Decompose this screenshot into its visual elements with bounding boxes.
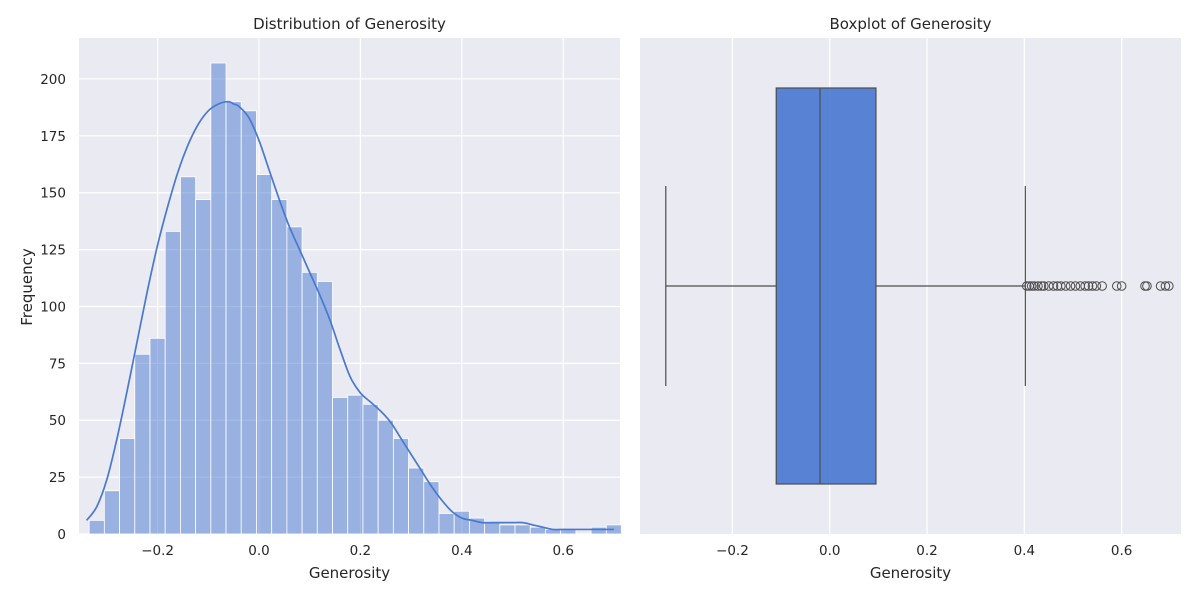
histogram-bar <box>484 522 501 535</box>
histogram-bar <box>408 467 425 535</box>
histogram-bar <box>529 526 546 535</box>
histogram-x-tick-labels: −0.2 0.0 0.2 0.4 0.6 <box>141 543 574 559</box>
histogram-bar <box>256 174 273 535</box>
boxplot-x-tick-label: 0.2 <box>916 543 937 559</box>
histogram-bar <box>225 101 242 535</box>
outlier-point <box>1021 281 1032 291</box>
histogram-x-tick-label: −0.2 <box>141 543 174 559</box>
histogram-y-tick-label: 25 <box>49 470 66 486</box>
histogram-y-tick-label: 100 <box>40 299 66 315</box>
boxplot-x-tick-label: −0.2 <box>716 543 749 559</box>
boxplot-x-axis-label: Generosity <box>870 564 951 582</box>
outlier-point <box>1164 281 1174 291</box>
histogram-panel: −0.2 0.0 0.2 0.4 0.6 0255075100125150175200 … <box>18 15 622 582</box>
histogram-bar <box>499 524 516 535</box>
histogram-y-axis-label: Frequency <box>18 248 36 326</box>
histogram-bar <box>180 176 197 535</box>
histogram-bar <box>164 230 181 535</box>
histogram-y-tick-label: 125 <box>40 243 66 259</box>
boxplot-title: Boxplot of Generosity <box>830 15 992 33</box>
outlier-point <box>1039 281 1049 291</box>
outlier-point <box>1065 281 1076 291</box>
outlier-point <box>1142 281 1152 291</box>
histogram-bar <box>286 226 303 535</box>
outlier-point <box>1111 281 1122 291</box>
boxplot-panel: −0.2 0.0 0.2 0.4 0.6 Boxplot of Generosity G… <box>640 15 1181 582</box>
histogram-y-tick-label: 200 <box>40 72 66 88</box>
outlier-point <box>1097 281 1107 291</box>
histogram-bar <box>301 271 318 535</box>
interquartile-box <box>775 87 877 485</box>
histogram-x-axis-label: Generosity <box>309 564 390 582</box>
outlier-point <box>1036 281 1047 291</box>
histogram-title: Distribution of Generosity <box>253 15 446 33</box>
boxplot-x-tick-label: 0.0 <box>819 543 840 559</box>
outlier-point <box>1029 281 1039 291</box>
histogram-bar <box>240 110 257 535</box>
histogram-x-tick-label: 0.2 <box>350 543 371 559</box>
histogram-y-tick-label: 150 <box>40 186 66 202</box>
outlier-point <box>1160 281 1171 291</box>
outlier-point <box>1056 281 1066 291</box>
histogram-bar <box>149 337 166 535</box>
outlier-point <box>1116 281 1127 291</box>
histogram-bar <box>195 199 212 535</box>
histogram-bar <box>347 394 364 535</box>
histogram-bar <box>377 419 394 535</box>
histogram-y-tick-label: 50 <box>49 413 66 429</box>
outlier-point <box>1091 281 1102 291</box>
outlier-point <box>1026 281 1037 291</box>
outlier-point <box>1060 281 1071 291</box>
histogram-bar <box>362 403 379 535</box>
kde-curve <box>85 100 614 531</box>
histogram-bars <box>88 62 622 535</box>
histogram-bar <box>88 519 105 535</box>
outlier-point <box>1033 281 1043 291</box>
histogram-bar <box>332 397 349 535</box>
outlier-point <box>1048 281 1059 291</box>
histogram-bar <box>514 524 531 535</box>
histogram-x-tick-label: 0.0 <box>248 543 269 559</box>
outlier-point <box>1080 281 1090 291</box>
outlier-point <box>1083 281 1094 291</box>
histogram-bar <box>119 438 136 535</box>
histogram-bar <box>423 481 440 535</box>
histogram-y-tick-label: 175 <box>40 129 66 145</box>
histogram-x-tick-label: 0.4 <box>451 543 472 559</box>
histogram-bar <box>271 199 288 535</box>
histogram-y-tick-label: 0 <box>57 527 66 543</box>
histogram-bar <box>210 62 227 535</box>
histogram-bar <box>392 438 409 535</box>
histogram-bar <box>438 513 455 535</box>
histogram-bar <box>590 526 607 535</box>
outlier-point <box>1087 281 1098 291</box>
boxplot-x-tick-labels: −0.2 0.0 0.2 0.4 0.6 <box>716 543 1132 559</box>
histogram-x-tick-label: 0.6 <box>552 543 573 559</box>
boxplot-x-tick-label: 0.4 <box>1014 543 1035 559</box>
boxplot-x-tick-label: 0.6 <box>1111 543 1132 559</box>
histogram-y-tick-labels: 0 25 50 75 100 125 150 175 200 <box>40 72 66 543</box>
histogram-y-tick-label: 75 <box>49 356 66 372</box>
histogram-bar <box>103 490 120 535</box>
boxplot <box>665 87 1174 485</box>
outlier-point <box>1070 281 1081 291</box>
histogram-bar <box>134 353 151 535</box>
